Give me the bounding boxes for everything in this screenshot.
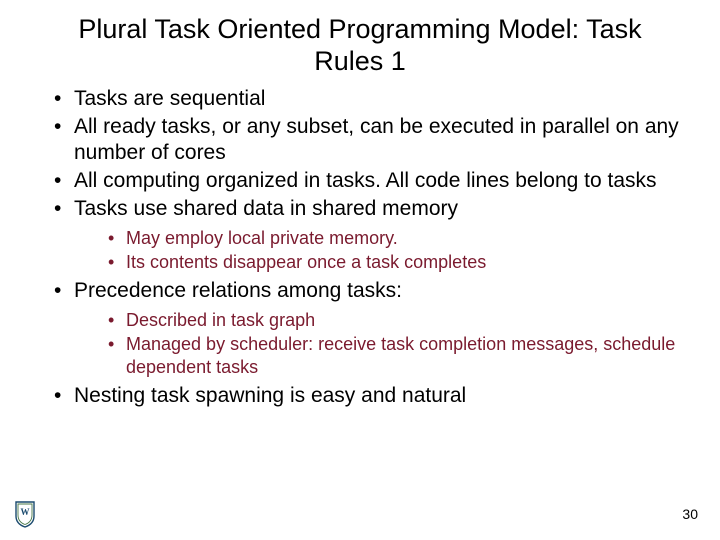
- slide-title: Plural Task Oriented Programming Model: …: [36, 14, 684, 78]
- bullet-item: All ready tasks, or any subset, can be e…: [54, 114, 684, 168]
- slide: Plural Task Oriented Programming Model: …: [0, 0, 720, 540]
- bullet-item: Tasks use shared data in shared memory M…: [54, 196, 684, 274]
- sub-bullet-item: Described in task graph: [108, 309, 684, 332]
- bullet-text: Tasks use shared data in shared memory: [74, 197, 458, 220]
- logo-icon: W: [14, 500, 36, 528]
- page-number: 30: [682, 506, 698, 522]
- sub-bullet-list: Described in task graph Managed by sched…: [74, 309, 684, 379]
- sub-bullet-item: Its contents disappear once a task compl…: [108, 251, 684, 274]
- bullet-item: All computing organized in tasks. All co…: [54, 168, 684, 195]
- bullet-item: Precedence relations among tasks: Descri…: [54, 278, 684, 379]
- sub-bullet-item: Managed by scheduler: receive task compl…: [108, 333, 684, 379]
- sub-bullet-item: May employ local private memory.: [108, 227, 684, 250]
- bullet-list: Tasks are sequential All ready tasks, or…: [36, 86, 684, 410]
- svg-text:W: W: [21, 507, 30, 517]
- bullet-item: Tasks are sequential: [54, 86, 684, 113]
- bullet-item: Nesting task spawning is easy and natura…: [54, 383, 684, 410]
- sub-bullet-list: May employ local private memory. Its con…: [74, 227, 684, 274]
- bullet-text: Precedence relations among tasks:: [74, 279, 402, 302]
